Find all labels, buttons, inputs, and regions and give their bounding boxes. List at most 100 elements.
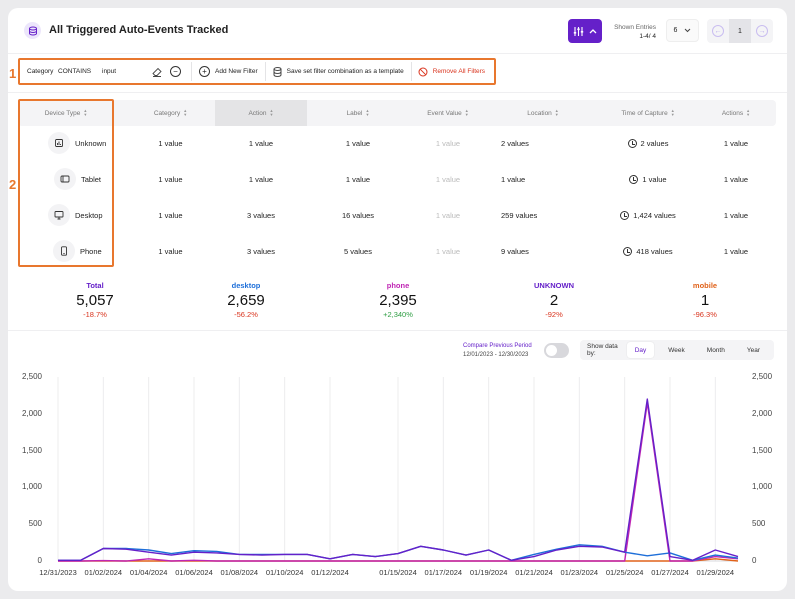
y-tick-label: 500 <box>28 519 42 529</box>
annotation-marker-1: 1 <box>9 66 17 81</box>
prev-page-button[interactable]: ← <box>707 19 729 43</box>
y-tick-label: 1,000 <box>752 482 773 492</box>
sort-icon: ▲ ▼ <box>746 108 751 117</box>
event-value-cell: 1 value <box>435 210 461 220</box>
unknown-device-icon <box>48 132 70 154</box>
divider <box>8 92 787 93</box>
filter-toggle-button[interactable] <box>568 19 602 43</box>
label-cell: 5 values <box>344 246 372 256</box>
shown-entries: Shown Entries 1-4/ 4 <box>614 24 656 40</box>
label-cell: 1 value <box>345 138 371 148</box>
remove-filter-button[interactable]: − <box>170 60 191 83</box>
x-tick-label: 01/02/2024 <box>84 568 123 577</box>
x-tick-label: 12/31/2023 <box>39 568 77 577</box>
actions-cell: 1 value <box>723 210 749 220</box>
col-label[interactable]: Label ▲ ▼ <box>346 108 370 117</box>
option-week[interactable]: Week <box>668 346 685 354</box>
actions-cell: 1 value <box>723 174 749 184</box>
filter-field[interactable]: Category <box>27 68 54 75</box>
remove-all-filters-button[interactable]: Remove All Filters <box>412 60 491 83</box>
table-row: Phone 1 value 3 values 5 values 1 value … <box>18 233 776 269</box>
x-tick-label: 01/08/2024 <box>220 568 259 577</box>
x-tick-label: 01/04/2024 <box>129 568 168 577</box>
eraser-icon[interactable] <box>152 60 170 83</box>
location-cell: 2 values <box>501 138 529 148</box>
table-header: Device Type ▲ ▼ Category ▲ ▼ Action ▲ ▼ Label ▲… <box>18 100 776 126</box>
y-tick-label: 2,500 <box>752 372 773 381</box>
arrow-right-icon: → <box>756 25 768 37</box>
category-cell: 1 value <box>158 138 183 148</box>
col-location[interactable]: Location ▲ ▼ <box>527 108 559 117</box>
clock-icon <box>627 138 637 148</box>
sort-icon: ▲ ▼ <box>554 108 559 117</box>
option-year[interactable]: Year <box>746 346 760 354</box>
divider <box>8 330 787 331</box>
x-tick-label: 01/15/2024 <box>379 568 417 577</box>
sort-icon: ▲ ▼ <box>670 108 675 117</box>
device-cell: Unknown <box>28 125 118 161</box>
y-tick-label: 2,000 <box>752 408 773 418</box>
phone-stat: phone 2,395 +2,340% <box>379 281 417 319</box>
location-cell: 259 values <box>501 210 538 220</box>
series-line <box>58 544 739 561</box>
plus-circle-icon: + <box>199 66 210 77</box>
series-line <box>58 398 739 561</box>
table-row: Desktop 1 value 3 values 16 values 1 val… <box>18 197 776 233</box>
database-icon <box>273 66 282 77</box>
filter-value[interactable]: input <box>102 68 117 75</box>
time-cell: 418 values <box>598 233 698 269</box>
col-category[interactable]: Category ▲ ▼ <box>153 108 188 117</box>
category-cell: 1 value <box>158 174 183 184</box>
col-event-value[interactable]: Event Value ▲ ▼ <box>427 108 469 117</box>
col-actions[interactable]: Actions ▲ ▼ <box>721 108 751 117</box>
col-action[interactable]: Action ▲ ▼ <box>215 100 307 126</box>
location-cell: 1 value <box>501 174 526 184</box>
time-cell: 1 value <box>598 161 698 197</box>
add-filter-button[interactable]: + Add New Filter <box>192 60 265 83</box>
database-icon <box>24 22 41 39</box>
y-tick-label: 2,500 <box>21 372 42 381</box>
chevron-up-icon <box>589 29 597 34</box>
table-row: Tablet 1 value 1 value 1 value 1 value 1… <box>18 161 776 197</box>
device-cell: Phone <box>28 233 118 269</box>
table-row: Unknown 1 value 1 value 1 value 1 value … <box>18 125 776 161</box>
x-tick-label: 01/12/2024 <box>311 568 349 577</box>
col-time-of-capture[interactable]: Time of Capture ▲ ▼ <box>621 108 675 117</box>
x-tick-label: 01/10/2024 <box>265 568 304 577</box>
x-tick-label: 01/25/2024 <box>605 568 644 577</box>
x-tick-label: 01/17/2024 <box>424 568 463 577</box>
event-value-cell: 1 value <box>435 174 461 184</box>
next-page-button[interactable]: → <box>751 19 773 43</box>
clock-icon <box>629 174 639 184</box>
annotation-marker-2: 2 <box>9 177 17 192</box>
ban-icon <box>418 67 428 76</box>
save-template-button[interactable]: Save set filter combination as a templat… <box>266 60 411 83</box>
divider <box>8 53 787 54</box>
divider <box>264 62 266 81</box>
entries-per-page-select[interactable]: 6 <box>666 19 699 42</box>
y-tick-label: 0 <box>752 556 757 565</box>
option-month[interactable]: Month <box>706 346 725 354</box>
y-tick-label: 1,500 <box>21 445 42 455</box>
action-cell: 1 value <box>248 138 274 148</box>
y-tick-label: 500 <box>752 519 766 529</box>
total-stat: Total 5,057 -18.7% <box>76 281 114 319</box>
arrow-left-icon: ← <box>712 25 724 37</box>
option-day[interactable]: Day <box>626 342 655 358</box>
x-tick-label: 01/06/2024 <box>175 568 213 577</box>
sort-icon: ▲ ▼ <box>83 108 88 117</box>
filter-operator[interactable]: CONTAINS <box>58 68 92 75</box>
y-tick-label: 0 <box>37 556 42 565</box>
compare-period-toggle[interactable] <box>544 343 569 358</box>
label-cell: 1 value <box>345 174 371 184</box>
col-device-type[interactable]: Device Type ▲ ▼ <box>44 108 88 117</box>
location-cell: 9 values <box>501 246 529 256</box>
series-line <box>58 402 739 562</box>
sliders-icon <box>573 26 584 36</box>
unknown-stat: UNKNOWN 2 -92% <box>534 281 574 319</box>
x-tick-label: 01/27/2024 <box>651 568 689 577</box>
x-tick-label: 01/23/2024 <box>560 568 599 577</box>
phone-icon <box>53 240 75 262</box>
page-number[interactable]: 1 <box>729 19 751 43</box>
y-tick-label: 2,000 <box>21 408 42 418</box>
